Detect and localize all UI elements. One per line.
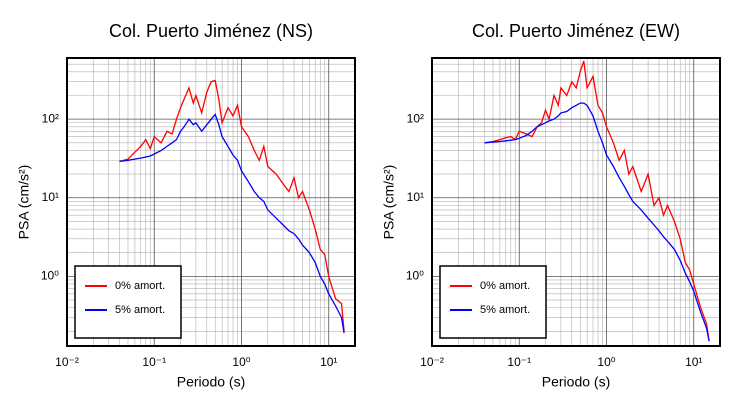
y-axis-label: PSA (cm/s²) — [381, 165, 397, 240]
plot-frame — [431, 57, 721, 347]
legend-label: 0% amort. — [115, 280, 165, 292]
x-tick-label: 10⁻² — [55, 355, 79, 369]
data-line — [119, 79, 345, 332]
chart-title: Col. Puerto Jiménez (EW) — [472, 21, 680, 41]
legend-label: 5% amort. — [480, 304, 530, 316]
y-tick-label: 10¹ — [42, 190, 59, 204]
x-tick-label: 10¹ — [685, 355, 702, 369]
data-line — [484, 102, 710, 342]
x-tick-label: 10⁻² — [420, 355, 444, 369]
x-tick-label: 10⁻¹ — [507, 355, 531, 369]
x-tick-label: 10¹ — [320, 355, 337, 369]
x-tick-label: 10⁰ — [232, 355, 250, 369]
y-tick-label: 10⁰ — [406, 269, 424, 283]
legend-box — [74, 265, 182, 339]
legend-box — [439, 265, 547, 339]
legend-label: 0% amort. — [480, 280, 530, 292]
x-tick-label: 10⁰ — [597, 355, 615, 369]
chart-title: Col. Puerto Jiménez (NS) — [109, 21, 313, 41]
y-tick-label: 10¹ — [407, 190, 424, 204]
plot-frame — [66, 57, 356, 347]
y-tick-label: 10² — [42, 111, 59, 125]
y-axis-label: PSA (cm/s²) — [16, 165, 32, 240]
x-tick-label: 10⁻¹ — [142, 355, 166, 369]
y-tick-label: 10⁰ — [41, 269, 59, 283]
x-axis-label: Periodo (s) — [542, 374, 610, 390]
y-tick-label: 10² — [407, 111, 424, 125]
legend-label: 5% amort. — [115, 304, 165, 316]
data-line — [119, 113, 345, 334]
x-axis-label: Periodo (s) — [177, 374, 245, 390]
